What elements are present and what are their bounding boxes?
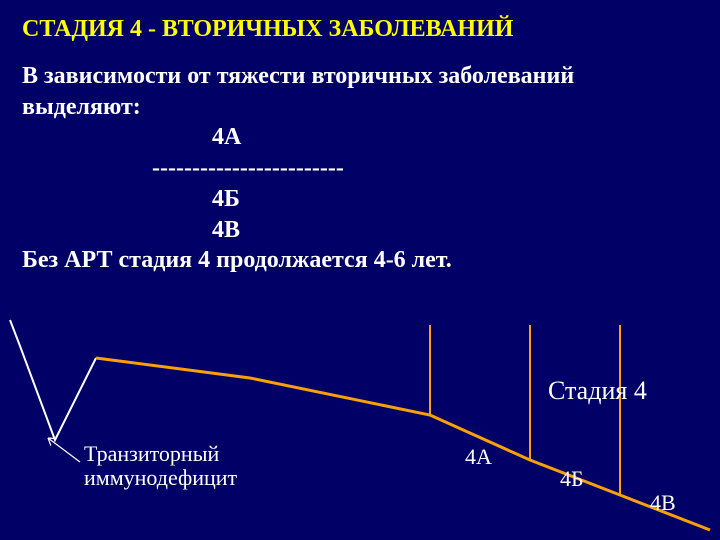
label-transient: Транзиторный иммунодефицит [84, 442, 237, 490]
body-line1: В зависимости от тяжести вторичных забол… [22, 61, 698, 92]
body-4a: 4А [22, 122, 698, 153]
slide-body: В зависимости от тяжести вторичных забол… [22, 61, 698, 276]
label-4b: 4Б [560, 466, 584, 492]
body-4v: 4В [22, 215, 698, 246]
label-transient-l2: иммунодефицит [84, 466, 237, 490]
label-stage4: Стадия 4 [548, 376, 647, 406]
label-4v: 4В [650, 490, 676, 516]
slide: СТАДИЯ 4 - ВТОРИЧНЫХ ЗАБОЛЕВАНИЙ В завис… [0, 0, 720, 540]
body-line2: выделяют: [22, 92, 698, 123]
label-transient-l1: Транзиторный [84, 442, 237, 466]
transient-arrow [48, 438, 80, 462]
slide-title: СТАДИЯ 4 - ВТОРИЧНЫХ ЗАБОЛЕВАНИЙ [22, 16, 698, 43]
body-art-duration: Без АРТ стадия 4 продолжается 4-6 лет. [22, 245, 698, 276]
vertical-markers [430, 325, 620, 495]
label-4a: 4А [465, 444, 492, 470]
body-4b: 4Б [22, 184, 698, 215]
curve-initial-white [10, 320, 96, 440]
body-divider: ------------------------ [22, 153, 698, 184]
